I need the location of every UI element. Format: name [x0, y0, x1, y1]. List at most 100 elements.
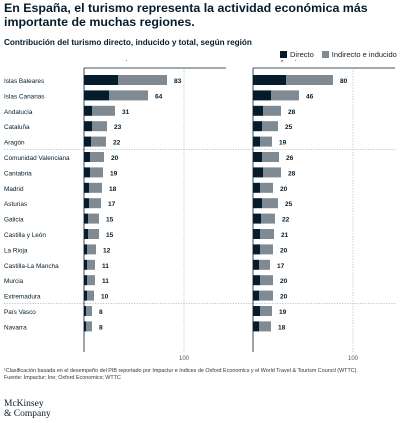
- bar-directo: [84, 290, 87, 301]
- legend-swatch-directo: [280, 51, 287, 58]
- bar-directo: [253, 259, 259, 270]
- bar-indirecto: [87, 259, 95, 270]
- bar-total-label: 80: [340, 78, 348, 85]
- bar-total-label: 22: [282, 217, 290, 224]
- bar-total-label: 20: [111, 155, 119, 162]
- bar-indirecto: [92, 121, 107, 132]
- legend-item-directo: Directo: [280, 50, 314, 59]
- chart-title-line-2: importante de muchas regiones.: [4, 15, 195, 29]
- bar-indirecto: [271, 90, 299, 101]
- bar-directo: [253, 198, 262, 209]
- bar-total-label: 31: [122, 109, 130, 116]
- bar-total-label: 15: [106, 232, 114, 239]
- bar-total-label: 21: [281, 232, 289, 239]
- bar-indirecto: [260, 275, 273, 286]
- bar-indirecto: [261, 213, 275, 224]
- footnotes: ¹Clasificación basada en el desempeño de…: [4, 368, 396, 382]
- category-label: Islas Baleares: [4, 78, 44, 85]
- bar-directo: [253, 152, 262, 162]
- bar-directo: [84, 182, 89, 193]
- bar-chart: Islas Baleares Islas Canarias Andalucía Cat…: [4, 60, 396, 362]
- bar-indirecto: [89, 198, 101, 209]
- category-label: Galicia: [4, 217, 24, 224]
- category-label: Cantabria: [4, 170, 32, 177]
- chart-subtitle: Contribución del turismo directo, induci…: [4, 38, 252, 47]
- bar-total-label: 19: [110, 170, 118, 177]
- bar-indirecto: [109, 90, 148, 101]
- bar-total-label: 83: [174, 78, 182, 85]
- legend-swatch-indirecto: [321, 51, 329, 58]
- bar-directo: [84, 275, 87, 286]
- bar-indirecto: [88, 213, 99, 224]
- bar-directo: [84, 75, 118, 85]
- bar-indirecto: [88, 229, 99, 239]
- category-label: Navarra: [4, 324, 27, 331]
- reference-label: 100: [348, 356, 359, 362]
- panel-title: Share of GDP, %: [84, 60, 135, 62]
- bar-total-label: 11: [102, 278, 109, 285]
- bar-total-label: 28: [288, 109, 296, 116]
- bar-indirecto: [262, 121, 278, 132]
- bar-indirecto: [260, 306, 272, 316]
- bar-directo: [253, 121, 262, 132]
- bar-indirecto: [87, 275, 95, 286]
- bar-total-label: 26: [286, 155, 294, 162]
- category-label: Castilla y León: [4, 232, 46, 239]
- bar-total-label: 8: [99, 324, 103, 331]
- bar-total-label: 12: [103, 247, 111, 254]
- bar-indirecto: [86, 321, 92, 332]
- bar-total-label: 25: [285, 124, 293, 131]
- bar-indirecto: [260, 229, 274, 239]
- mckinsey-logo: McKinsey & Company: [4, 399, 51, 419]
- bar-indirecto: [260, 182, 273, 193]
- bar-indirecto: [263, 105, 281, 116]
- bar-total-label: 15: [106, 217, 114, 224]
- bar-indirecto: [118, 75, 167, 85]
- bar-indirecto: [259, 290, 273, 301]
- category-label: País Vasco: [4, 309, 36, 316]
- bar-total-label: 20: [280, 247, 288, 254]
- legend-item-indirecto: Indirecto e inducido: [321, 50, 397, 59]
- bar-indirecto: [87, 290, 94, 301]
- bar-total-label: 19: [279, 309, 287, 316]
- bar-indirecto: [262, 198, 278, 209]
- footnote-1: ¹Clasificación basada en el desempeño de…: [4, 368, 358, 374]
- bar-directo: [84, 152, 90, 162]
- bar-directo: [84, 136, 91, 147]
- bar-total-label: 18: [109, 186, 117, 193]
- bar-directo: [84, 321, 86, 332]
- bar-directo: [253, 182, 260, 193]
- bar-total-label: 46: [306, 93, 314, 100]
- reference-label: 100: [179, 356, 190, 362]
- bar-directo: [253, 90, 271, 101]
- category-label: Aragón: [4, 140, 25, 147]
- bar-directo: [84, 244, 87, 255]
- logo-line-1: McKinsey: [4, 399, 44, 409]
- bar-directo: [253, 229, 260, 239]
- bar-directo: [253, 75, 286, 85]
- legend-label-directo: Directo: [290, 50, 314, 59]
- legend: Directo Indirecto e inducido: [280, 50, 397, 59]
- bar-directo: [84, 259, 87, 270]
- legend-label-indirecto: Indirecto e inducido: [331, 50, 397, 59]
- category-label: Cataluña: [4, 124, 30, 131]
- bar-total-label: 11: [102, 263, 109, 270]
- bar-total-label: 23: [114, 124, 122, 131]
- bar-directo: [84, 105, 92, 116]
- bar-total-label: 19: [279, 140, 287, 147]
- bar-indirecto: [87, 244, 96, 255]
- bar-total-label: 22: [113, 140, 121, 147]
- bar-indirecto: [91, 136, 106, 147]
- bar-directo: [84, 229, 88, 239]
- bar-indirecto: [260, 136, 272, 147]
- bar-directo: [253, 321, 259, 332]
- bar-total-label: 17: [277, 263, 285, 270]
- category-label: Islas Canarias: [4, 93, 45, 100]
- bar-total-label: 20: [280, 186, 288, 193]
- bar-indirecto: [259, 259, 270, 270]
- logo-line-2: & Company: [4, 408, 51, 419]
- bar-directo: [84, 167, 90, 178]
- bar-directo: [253, 306, 260, 316]
- category-label: Andalucía: [4, 109, 33, 116]
- bar-indirecto: [263, 167, 281, 178]
